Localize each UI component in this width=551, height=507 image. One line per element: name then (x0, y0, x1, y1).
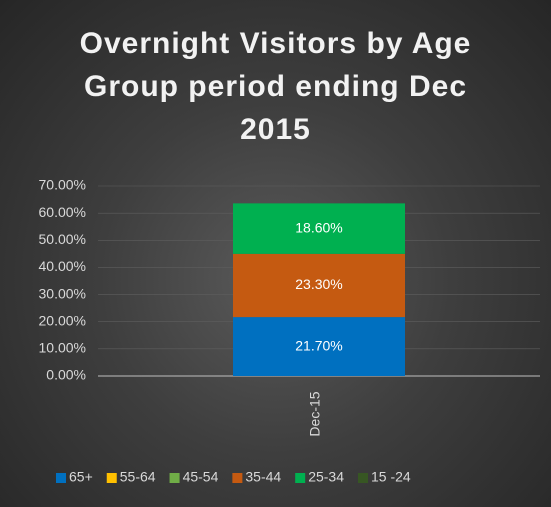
legend-label: 45-54 (183, 469, 219, 485)
chart-title: Overnight Visitors by Age Group period e… (79, 27, 472, 146)
legend-swatch (169, 473, 180, 483)
legend-label: 15 -24 (371, 469, 411, 485)
data-label: 23.30% (295, 276, 342, 292)
data-label: 18.60% (295, 219, 342, 235)
legend-swatch (358, 473, 368, 483)
data-label: 21.70% (295, 337, 342, 353)
bar-segment (233, 253, 405, 318)
y-tick-label: 30.00% (39, 285, 86, 301)
legend-swatch (295, 473, 306, 483)
y-tick-label: 10.00% (39, 340, 86, 356)
y-tick-label: 60.00% (39, 204, 86, 220)
legend-swatch (232, 473, 243, 483)
legend-label: 35-44 (245, 469, 281, 485)
y-tick-label: 0.00% (46, 367, 86, 383)
legend-label: 55-64 (120, 469, 156, 485)
bar-segment (233, 317, 405, 376)
x-tick-label: Dec-15 (307, 391, 323, 436)
legend-swatch (56, 473, 66, 483)
legend-label: 65+ (69, 469, 93, 485)
y-tick-label: 70.00% (39, 177, 86, 193)
legend-swatch (106, 473, 117, 483)
y-tick-label: 20.00% (39, 312, 86, 328)
legend-label: 25-34 (308, 469, 344, 485)
bar-segment (233, 203, 405, 254)
y-tick-label: 50.00% (39, 231, 86, 247)
y-tick-label: 40.00% (39, 258, 86, 274)
